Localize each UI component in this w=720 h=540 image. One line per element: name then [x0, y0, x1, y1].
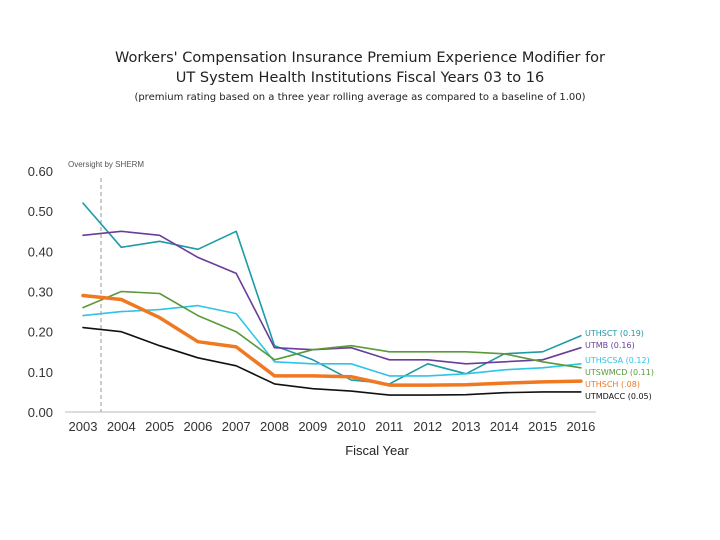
y-tick-label: 0.10 — [28, 365, 53, 380]
series-label: UTMB (0.16) — [585, 341, 635, 350]
y-tick-label: 0.60 — [28, 164, 53, 179]
series-line — [82, 304, 582, 377]
x-tick-label: 2011 — [375, 419, 403, 434]
x-tick-label: 2004 — [107, 419, 136, 434]
chart-title: Workers' Compensation Insurance Premium … — [0, 48, 720, 88]
series-label: UTHSCH (.08) — [585, 380, 640, 389]
series-line — [82, 326, 582, 396]
series-line — [82, 290, 582, 369]
y-tick-label: 0.50 — [28, 204, 53, 219]
x-tick-label: 2006 — [183, 419, 212, 434]
x-tick-label: 2009 — [298, 419, 327, 434]
x-tick-label: 2016 — [566, 419, 595, 434]
chart-subtitle: (premium rating based on a three year ro… — [134, 92, 586, 103]
x-tick-label: 2012 — [413, 419, 442, 434]
axes: 0.00 0.10 0.20 0.30 0.40 0.50 0.60 2003 2004 2005… — [28, 160, 596, 458]
y-tick-label: 0.20 — [28, 325, 53, 340]
x-tick-label: 2007 — [222, 419, 251, 434]
series-label: UTMDACC (0.05) — [585, 392, 652, 401]
series-end-labels: UTHSCT (0.19) UTMB (0.16) UTHSCSA (0.12) UT… — [585, 329, 654, 401]
x-tick-label: 2005 — [145, 419, 174, 434]
series-line — [82, 202, 582, 385]
y-tick-label: 0.40 — [28, 244, 53, 259]
y-tick-label: 0.00 — [28, 405, 53, 420]
x-axis-title: Fiscal Year — [345, 443, 409, 458]
x-tick-label: 2013 — [452, 419, 481, 434]
series-lines — [81, 202, 583, 396]
y-tick-label: 0.30 — [28, 285, 53, 300]
series-line — [82, 230, 582, 365]
series-line — [81, 293, 583, 387]
chart-title-line-1: Workers' Compensation Insurance Premium … — [114, 50, 606, 66]
x-tick-label: 2015 — [528, 419, 557, 434]
series-label: UTSWMCD (0.11) — [585, 368, 654, 377]
x-tick-label: 2010 — [337, 419, 366, 434]
x-tick-label: 2014 — [490, 419, 519, 434]
x-tick-label: 2003 — [69, 419, 98, 434]
series-label: UTHSCSA (0.12) — [585, 356, 650, 365]
chart-title-line-2: UT System Health Institutions Fiscal Yea… — [175, 70, 545, 86]
x-tick-label: 2008 — [260, 419, 289, 434]
oversight-annotation: Oversight by SHERM — [68, 160, 144, 169]
series-label: UTHSCT (0.19) — [585, 329, 644, 338]
